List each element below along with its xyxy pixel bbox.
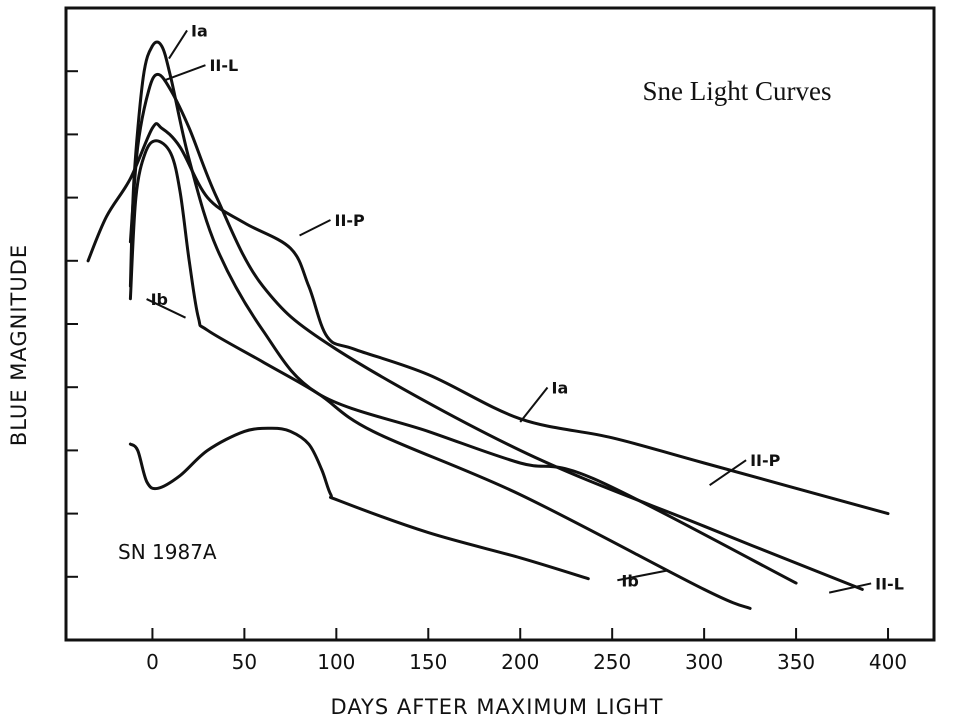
x-tick-label: 150: [409, 650, 447, 674]
x-tick-label: 0: [146, 650, 159, 674]
curve-label: Ia: [191, 21, 208, 40]
x-tick-label: 50: [232, 650, 257, 674]
curve-label: II-L: [875, 574, 904, 593]
x-tick-label: 350: [777, 650, 815, 674]
curve-label: II-L: [209, 56, 238, 75]
sn1987a-annotation: SN 1987A: [118, 540, 217, 564]
series-layer: [86, 40, 890, 610]
y-axis-ticks: [66, 70, 78, 578]
series-line-ib: [128, 139, 752, 610]
series-line-ii-p: [86, 122, 890, 516]
curve-label: II-P: [750, 451, 781, 470]
curve-label: II-P: [334, 211, 365, 230]
chart-title: Sne Light Curves: [643, 76, 832, 106]
curve-label: Ib: [151, 290, 168, 309]
x-tick-label: 400: [869, 650, 907, 674]
label-leader-line: [299, 219, 331, 237]
label-leader-line: [168, 29, 188, 60]
label-leader-line: [146, 298, 186, 319]
label-leader-line: [519, 386, 549, 423]
label-leader-line: [828, 582, 872, 594]
series-line-ii-l: [128, 72, 864, 591]
x-tick-label: 100: [317, 650, 355, 674]
label-leader-line: [163, 64, 206, 82]
curve-label: Ib: [621, 571, 638, 590]
curve-label: Ia: [551, 379, 568, 398]
label-leader-line: [617, 569, 668, 582]
x-tick-label: 300: [685, 650, 723, 674]
x-tick-label: 200: [501, 650, 539, 674]
series-line-sn-1987a: [128, 426, 590, 581]
x-axis-title: DAYS AFTER MAXIMUM LIGHT: [331, 695, 664, 719]
x-tick-label: 250: [593, 650, 631, 674]
series-line-ia: [128, 40, 798, 585]
y-axis-title: BLUE MAGNITUDE: [7, 244, 31, 446]
label-leader-line: [709, 459, 747, 486]
x-axis-ticks: 0 50 100 150 200 250 300 350 400: [146, 628, 907, 674]
